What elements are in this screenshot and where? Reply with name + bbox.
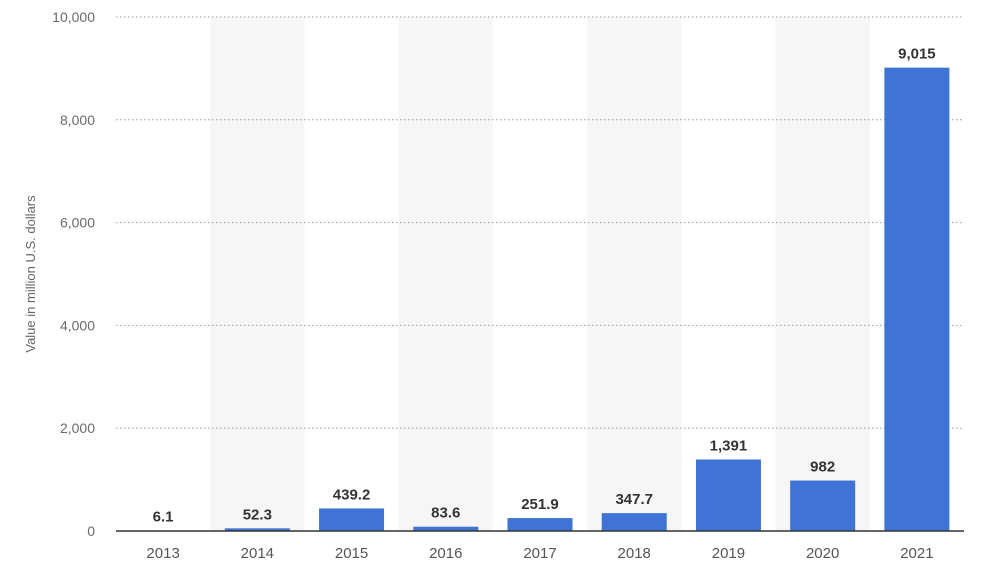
data-label-2013: 6.1: [153, 509, 174, 526]
x-tick-label: 2016: [429, 545, 462, 562]
data-label-2021: 9,015: [898, 46, 936, 63]
y-tick-label: 10,000: [52, 9, 95, 25]
band-2018: [587, 17, 682, 531]
data-label-2020: 982: [810, 459, 835, 476]
x-tick-label: 2019: [712, 545, 745, 562]
y-tick-label: 8,000: [60, 112, 95, 128]
x-tick-label: 2015: [335, 545, 368, 562]
x-tick-label: 2020: [806, 545, 839, 562]
gridlines: [116, 16, 964, 429]
data-labels: 6.1 52.3 439.2 83.6 251.9 347.7 1,391 982 9,015: [153, 46, 936, 526]
y-tick-label: 6,000: [60, 215, 95, 231]
data-label-2017: 251.9: [521, 496, 559, 513]
bar-2015[interactable]: [319, 508, 385, 531]
data-label-2019: 1,391: [710, 438, 748, 455]
x-tick-label: 2014: [241, 545, 274, 562]
band-2016: [398, 17, 493, 531]
x-tick-label: 2021: [900, 545, 933, 562]
bar-2014[interactable]: [224, 528, 290, 531]
bars: [130, 67, 950, 531]
data-label-2018: 347.7: [615, 491, 653, 508]
data-label-2015: 439.2: [333, 486, 371, 503]
bar-2020[interactable]: [790, 480, 856, 531]
band-2014: [210, 17, 305, 531]
x-axis-ticks: 2013 2014 2015 2016 2017 2018 2019 2020 2021: [146, 545, 933, 562]
bar-2016[interactable]: [413, 526, 479, 531]
alternating-bands: [210, 17, 870, 531]
y-tick-label: 4,000: [60, 317, 95, 333]
bar-2021[interactable]: [884, 67, 950, 531]
bar-2017[interactable]: [507, 518, 573, 531]
bar-2018[interactable]: [601, 513, 667, 531]
data-label-2014: 52.3: [243, 506, 272, 523]
data-label-2016: 83.6: [431, 505, 460, 522]
band-2020: [775, 17, 870, 531]
y-axis-label: Value in million U.S. dollars: [23, 195, 38, 353]
y-axis-ticks: 0 2,000 4,000 6,000 8,000 10,000: [52, 9, 95, 539]
x-tick-label: 2013: [146, 545, 179, 562]
y-tick-label: 2,000: [60, 420, 95, 436]
y-tick-label: 0: [87, 523, 95, 539]
bar-2019[interactable]: [695, 459, 761, 531]
x-tick-label: 2017: [523, 545, 556, 562]
x-tick-label: 2018: [618, 545, 651, 562]
